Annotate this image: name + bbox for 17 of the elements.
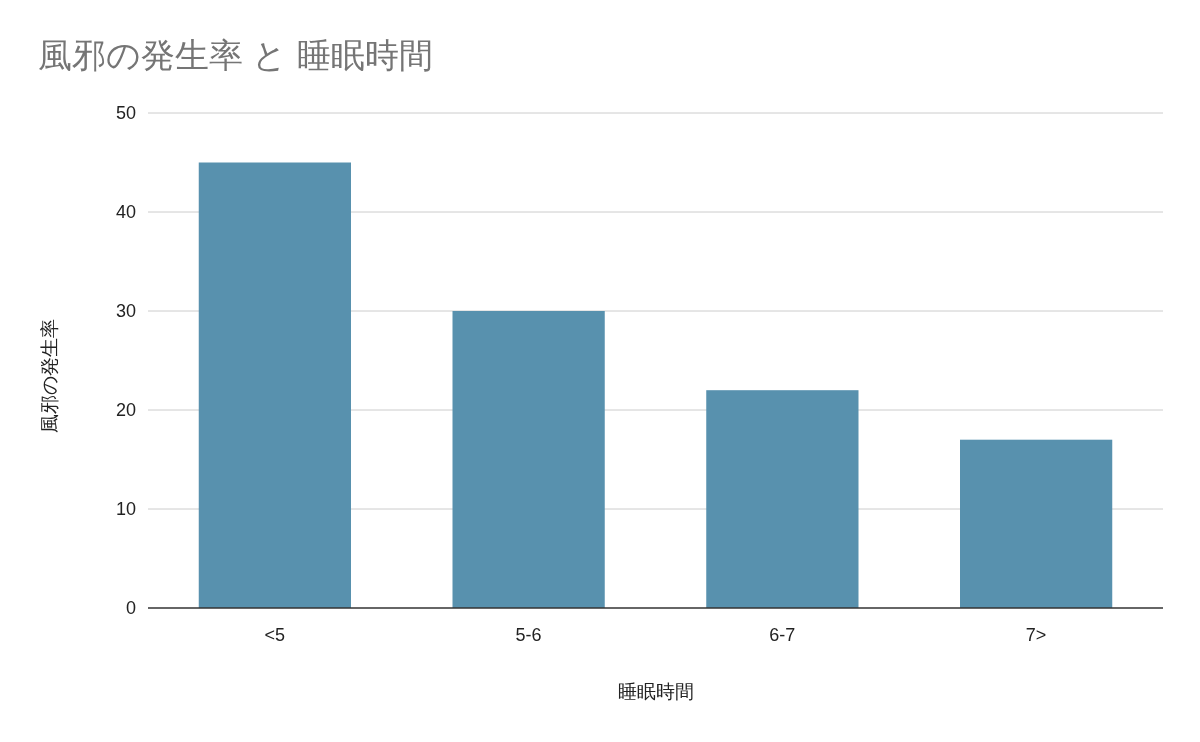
chart-title: 風邪の発生率 と 睡眠時間 <box>38 36 433 74</box>
y-tick-label: 50 <box>115 103 136 123</box>
x-axis-title: 睡眠時間 <box>617 681 694 702</box>
x-tick-label: 7> <box>1025 625 1047 645</box>
bar <box>452 311 605 608</box>
bar <box>198 162 351 608</box>
x-tick-label: <5 <box>264 625 286 645</box>
y-tick-label: 10 <box>115 499 136 519</box>
x-tick-label: 5-6 <box>515 625 542 645</box>
bar <box>706 390 859 608</box>
x-tick-label: 6-7 <box>769 625 796 645</box>
bar <box>960 439 1113 608</box>
y-tick-label: 0 <box>125 598 136 618</box>
y-tick-label: 40 <box>115 202 136 222</box>
y-axis-title: 風邪の発生率 <box>39 318 60 433</box>
y-tick-label: 30 <box>115 301 136 321</box>
y-tick-label: 20 <box>115 400 136 420</box>
